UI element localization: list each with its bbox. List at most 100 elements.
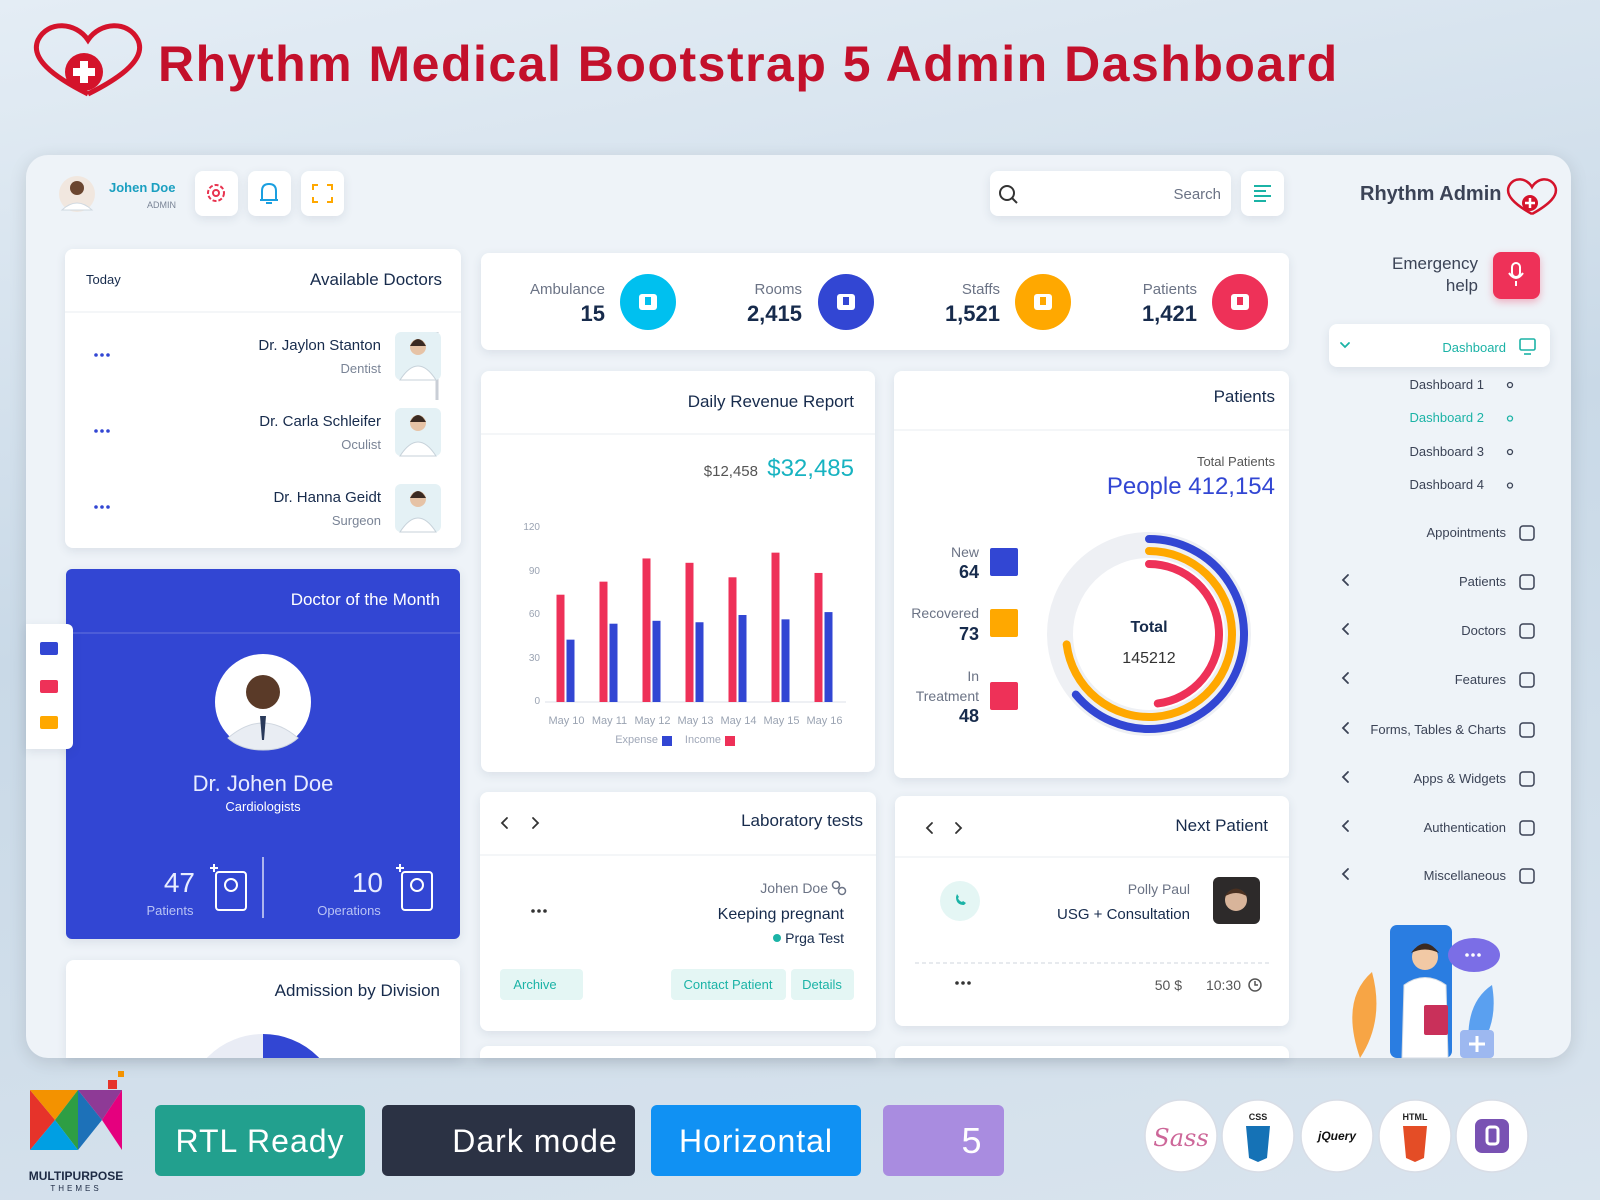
dom-title: Doctor of the Month bbox=[290, 590, 440, 610]
legend-value: 64 bbox=[958, 562, 979, 583]
stat-label: Staffs bbox=[961, 280, 1000, 298]
x-tick-label: May 11 bbox=[591, 715, 628, 728]
lab-button-label[interactable]: Details bbox=[802, 976, 842, 992]
total-patients-label: Total Patients bbox=[1196, 453, 1275, 469]
partial-card bbox=[480, 1046, 876, 1058]
feature-badge-label: Dark mode bbox=[452, 1122, 618, 1159]
lab-button-label[interactable]: Archive bbox=[513, 976, 557, 992]
footer-logo-text: MULTIPURPOSE bbox=[28, 1168, 124, 1183]
tech-label: CSS bbox=[1248, 1111, 1268, 1122]
dashboard-menu-item[interactable] bbox=[1329, 324, 1550, 367]
revenue-title: Daily Revenue Report bbox=[687, 392, 854, 412]
menu-item[interactable]: Miscellaneous bbox=[1423, 867, 1506, 883]
footer-logo-shape bbox=[30, 1090, 78, 1120]
radial-center-value: 145212 bbox=[1122, 649, 1176, 667]
feature-badge-label: 5 bbox=[961, 1119, 983, 1161]
stat-label: Ambulance bbox=[529, 280, 605, 298]
emergency-label: Emergency help bbox=[1392, 254, 1478, 295]
legend-value: 73 bbox=[958, 624, 979, 645]
y-tick-label: 30 bbox=[528, 652, 540, 664]
footer-logo-shape bbox=[118, 1071, 124, 1077]
lab-button[interactable] bbox=[671, 969, 786, 1000]
revenue-current: $32,485 bbox=[767, 455, 854, 483]
feature-badge bbox=[651, 1105, 861, 1176]
y-tick-label: 0 bbox=[534, 696, 540, 707]
menu-item[interactable]: Forms, Tables & Charts bbox=[1370, 721, 1506, 737]
lab-button-label[interactable]: Contact Patient bbox=[683, 976, 773, 992]
doctor-name: Dr. Jaylon Stanton bbox=[258, 336, 381, 354]
total-patients: People 412,154 bbox=[1106, 473, 1275, 501]
settings-button[interactable] bbox=[195, 171, 238, 216]
logo-badge bbox=[65, 53, 103, 91]
revenue-previous: $12,458 bbox=[703, 462, 758, 480]
footer-logo-shape bbox=[108, 1080, 117, 1089]
legend-label: In Treatment bbox=[915, 668, 979, 704]
submenu-item[interactable]: Dashboard 4 bbox=[1409, 477, 1484, 493]
lab-patient: Johen Doe bbox=[760, 880, 828, 897]
doctor-specialty: Surgeon bbox=[331, 512, 381, 528]
menu-item[interactable]: Features bbox=[1454, 671, 1506, 687]
footer-logo-text: THEMES bbox=[50, 1184, 102, 1194]
notifications-button[interactable] bbox=[248, 171, 291, 216]
next-title: Next Patient bbox=[1175, 816, 1268, 836]
feature-badge-label: Horizontal bbox=[678, 1122, 834, 1159]
patients-title: Patients bbox=[1213, 387, 1275, 407]
menu-item[interactable]: Appointments bbox=[1426, 524, 1507, 540]
dom-specialty: Cardiologists bbox=[225, 798, 301, 814]
feature-badge bbox=[155, 1105, 365, 1176]
lab-button[interactable] bbox=[500, 969, 583, 1000]
revenue-card bbox=[481, 371, 875, 772]
x-tick-label: May 12 bbox=[634, 715, 671, 728]
menu-item[interactable]: Doctors bbox=[1461, 622, 1506, 638]
lab-title: Laboratory tests bbox=[741, 811, 863, 831]
submenu-item[interactable]: Dashboard 3 bbox=[1409, 443, 1484, 459]
submenu-item[interactable]: Dashboard 1 bbox=[1409, 376, 1484, 392]
feature-badge bbox=[382, 1105, 635, 1176]
x-tick-label: May 10 bbox=[548, 715, 585, 728]
menu-item[interactable]: Apps & Widgets bbox=[1413, 770, 1507, 786]
doctors-card bbox=[65, 249, 461, 548]
dom-stat-label: Operations bbox=[317, 902, 381, 918]
lab-button[interactable] bbox=[791, 969, 854, 1000]
fullscreen-button[interactable] bbox=[301, 171, 344, 216]
x-tick-label: May 15 bbox=[763, 715, 800, 728]
tech-label: HTML bbox=[1402, 1111, 1428, 1122]
menu-item[interactable]: Patients bbox=[1459, 573, 1506, 589]
stat-value: 15 bbox=[580, 300, 605, 326]
logo-plus bbox=[73, 68, 95, 76]
stats-card bbox=[481, 253, 1289, 350]
emergency-button[interactable] bbox=[1493, 252, 1540, 299]
legend-value: 48 bbox=[958, 706, 979, 727]
next-name: Polly Paul bbox=[1127, 881, 1190, 898]
stat-value: 1,521 bbox=[944, 300, 1000, 326]
stat-label: Rooms bbox=[754, 280, 802, 298]
user-name: Johen Doe bbox=[109, 179, 176, 195]
dom-stat-value: 10 bbox=[351, 867, 383, 899]
doctor-specialty: Dentist bbox=[340, 360, 381, 376]
search-box[interactable] bbox=[990, 171, 1231, 216]
radial-center-label: Total bbox=[1130, 618, 1168, 636]
stat-value: 1,421 bbox=[1141, 300, 1197, 326]
legend-label: Expense bbox=[615, 734, 658, 747]
next-time: 10:30 bbox=[1205, 977, 1241, 994]
next-price: 50 $ bbox=[1154, 977, 1182, 994]
search-placeholder[interactable]: Search bbox=[1173, 185, 1221, 203]
footer-logo-shape bbox=[30, 1090, 55, 1150]
menu-toggle[interactable] bbox=[1241, 171, 1284, 216]
brand: Rhythm Admin bbox=[1360, 183, 1502, 205]
dom-name: Dr. Johen Doe bbox=[192, 770, 334, 796]
x-tick-label: May 14 bbox=[720, 715, 757, 728]
menu-item[interactable]: Authentication bbox=[1423, 819, 1506, 835]
footer-logo-shape bbox=[78, 1090, 122, 1120]
dom-stat-value: 47 bbox=[163, 867, 195, 899]
stat-label: Patients bbox=[1142, 280, 1197, 298]
legend-label: New bbox=[950, 544, 979, 560]
submenu-item[interactable]: Dashboard 2 bbox=[1409, 410, 1484, 426]
menu-item[interactable]: Dashboard bbox=[1442, 339, 1506, 355]
next-service: USG + Consultation bbox=[1057, 905, 1190, 923]
admission-title: Admission by Division bbox=[274, 981, 440, 1001]
doctor-name: Dr. Carla Schleifer bbox=[259, 412, 381, 430]
banner-title: Rhythm Medical Bootstrap 5 Admin Dashboa… bbox=[158, 36, 1339, 92]
lab-test: Keeping pregnant bbox=[717, 905, 844, 923]
admission-card bbox=[66, 960, 460, 1058]
